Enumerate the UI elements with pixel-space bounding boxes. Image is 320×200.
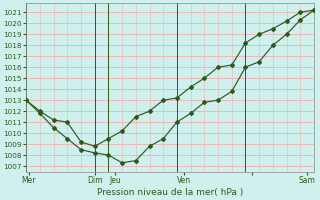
X-axis label: Pression niveau de la mer( hPa ): Pression niveau de la mer( hPa )	[97, 188, 243, 197]
